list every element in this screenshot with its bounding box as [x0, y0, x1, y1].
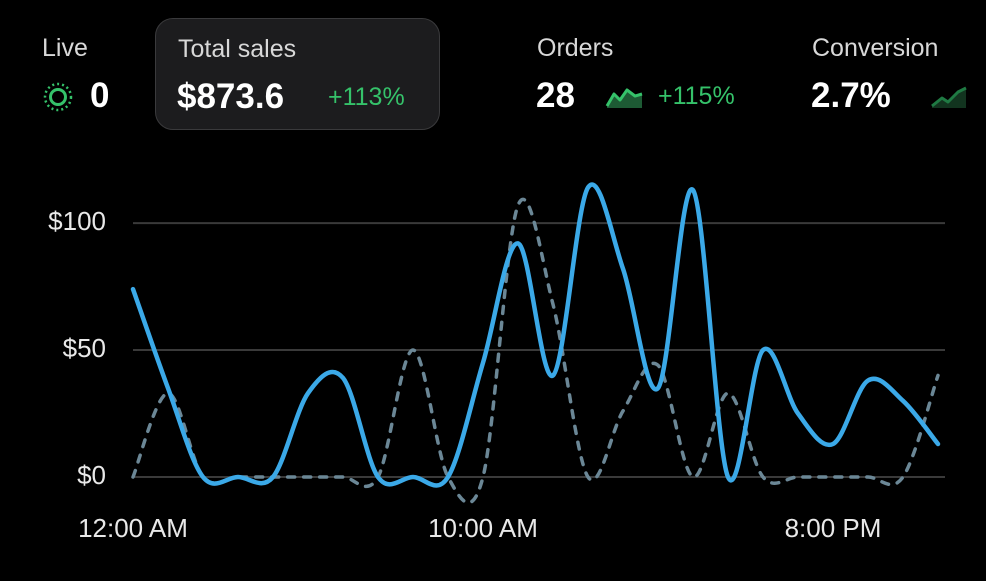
metric-value: 28: [536, 76, 575, 115]
metric-label: Total sales: [178, 35, 297, 63]
metric-change: +115%: [658, 82, 735, 110]
y-tick-label: $100: [48, 206, 106, 236]
series-line: [131, 197, 940, 505]
metric-live[interactable]: Live 0: [30, 18, 140, 130]
metric-label: Live: [42, 34, 88, 62]
metric-conversion[interactable]: Conversion 2.7%: [800, 18, 986, 130]
sparkline-icon: [605, 88, 643, 108]
metric-label: Conversion: [812, 34, 939, 62]
metric-orders[interactable]: Orders 28 +115%: [525, 18, 785, 130]
x-tick-label: 12:00 AM: [78, 513, 188, 543]
metric-value: $873.6: [177, 77, 285, 116]
metric-total-sales[interactable]: Total sales $873.6 +113%: [155, 18, 440, 130]
metric-value: 2.7%: [811, 76, 891, 115]
series-line: [130, 182, 941, 488]
y-tick-label: $0: [77, 460, 106, 490]
live-icon: [43, 82, 73, 112]
metric-change: +113%: [328, 83, 405, 111]
metric-label: Orders: [537, 34, 614, 62]
metric-value: 0: [90, 76, 110, 115]
sparkline-icon: [931, 86, 967, 108]
x-tick-label: 10:00 AM: [428, 513, 538, 543]
y-tick-label: $50: [63, 333, 106, 363]
x-tick-label: 8:00 PM: [785, 513, 882, 543]
